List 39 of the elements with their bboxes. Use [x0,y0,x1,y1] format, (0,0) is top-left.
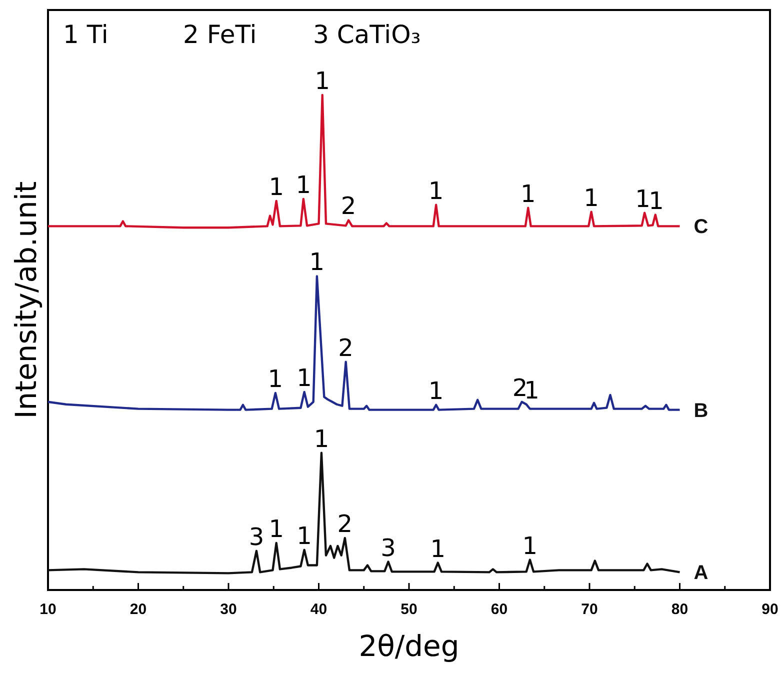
annotation: 1 [428,176,444,205]
annotation: 2 [338,334,354,362]
x-tick-label: 10 [40,601,56,618]
annotation: 1 [296,170,312,199]
annotation: 1 [522,532,538,560]
x-tick-label: 90 [762,601,778,618]
series-label: C [694,216,708,238]
annotation: 1 [314,424,330,453]
x-tick-label: 30 [220,601,237,618]
annotation: 1 [268,514,284,543]
annotation: 1 [314,67,330,95]
x-tick-label: 50 [400,601,418,618]
annotation: 1 [430,534,446,563]
series-label: B [694,400,708,422]
text: 1 Ti [63,20,108,49]
annotation: 2 [340,192,356,220]
text: 2 FeTi [183,20,257,49]
annotation: 1 [520,180,536,208]
annotation: 3 [248,522,264,551]
annotation: 1 [268,172,284,201]
annotation: 1 [428,376,444,405]
x-tick-label: 20 [130,601,147,618]
text: 3 CaTiO₃ [313,20,421,49]
x-tick-label: 40 [310,601,328,618]
annotation: 3 [380,534,396,562]
annotation: 1 [635,184,650,213]
annotation: 2 [337,510,353,538]
annotation: 1 [296,364,312,392]
x-tick-label: 60 [490,601,508,618]
annotation: 1 [648,186,664,215]
x-axis-title: 2θ/deg [358,629,460,663]
x-tick-label: 80 [671,601,688,618]
y-axis-title: Intensity/ab.unit [9,181,43,419]
annotation: 1 [584,184,599,212]
series-label: A [694,562,708,584]
annotation: 1 [268,364,284,393]
x-tick-label: 70 [581,601,598,618]
annotation: 1 [309,248,325,276]
annotation: 1 [296,522,312,550]
